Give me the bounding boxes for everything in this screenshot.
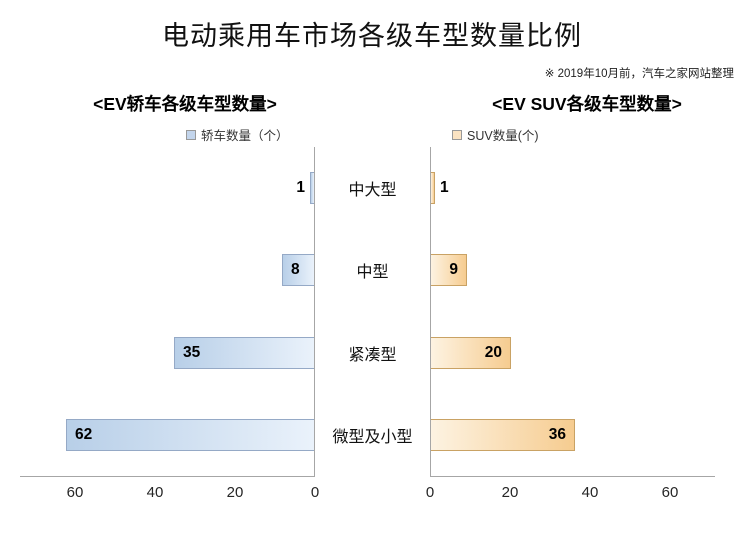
bar-row: 20 — [431, 312, 715, 394]
value-label: 62 — [75, 425, 93, 443]
bar-row: 8 — [20, 229, 314, 311]
axis-center-spacer — [315, 477, 430, 507]
axis-tick-label: 60 — [661, 484, 679, 501]
bar-row: 62 — [20, 394, 314, 476]
value-label: 36 — [548, 425, 566, 443]
value-label: 9 — [449, 261, 458, 279]
bar-row: 1 — [431, 147, 715, 229]
axis-tick-label: 60 — [66, 484, 84, 501]
value-label: 35 — [183, 343, 201, 361]
sedan-bar: 62 — [66, 418, 314, 451]
suv-bar: 9 — [431, 254, 467, 287]
sedan-axis-ticks: 0 20 40 60 — [20, 477, 320, 507]
sedan-legend-label: 轿车数量（个） — [201, 129, 289, 143]
suv-legend-label: SUV数量(个) — [467, 129, 539, 143]
category-column: 中大型中型紧凑型微型及小型 — [315, 147, 430, 477]
bar-row: 1 — [20, 147, 314, 229]
suv-bar: 36 — [431, 418, 575, 451]
suv-bar — [431, 172, 435, 205]
left-chart-subtitle: <EV轿车各级车型数量> — [93, 94, 277, 114]
category-label: 微型及小型 — [332, 428, 413, 446]
sedan-plot: 1 8 35 62 — [20, 147, 315, 477]
suv-legend: SUV数量(个) — [452, 125, 539, 144]
value-label: 20 — [484, 343, 502, 361]
category-label: 中大型 — [348, 182, 397, 200]
legend-row: 轿车数量（个） SUV数量(个) — [0, 125, 744, 143]
value-label: 1 — [440, 179, 449, 197]
axis-tick-label: 20 — [501, 484, 519, 501]
sedan-bar: 35 — [174, 336, 314, 369]
sedan-bar — [310, 172, 314, 205]
sedan-bar: 8 — [282, 254, 314, 287]
plot-area: 1 8 35 62 中大型中型紧凑型微型及小型 1 9 20 36 — [20, 147, 744, 477]
subtitle-row: <EV轿车各级车型数量> <EV SUV各级车型数量> — [0, 91, 744, 116]
value-label: 1 — [296, 179, 305, 197]
bar-row: 36 — [431, 394, 715, 476]
axis-tick-label: 0 — [310, 484, 320, 501]
page-title: 电动乘用车市场各级车型数量比例 — [162, 21, 582, 51]
axis-tick-label: 20 — [226, 484, 244, 501]
suv-bar: 20 — [431, 336, 511, 369]
value-label: 8 — [291, 261, 300, 279]
source-note: ※ 2019年10月前，汽车之家网站整理 — [544, 68, 734, 80]
axis-tick-label: 40 — [581, 484, 599, 501]
axis-ticks-row: 0 20 40 60 0 20 40 60 — [20, 477, 744, 507]
suv-axis-ticks: 0 20 40 60 — [426, 477, 715, 507]
ev-model-count-chart: 电动乘用车市场各级车型数量比例 ※ 2019年10月前，汽车之家网站整理 <EV… — [0, 14, 744, 534]
suv-legend-swatch-icon — [452, 129, 462, 140]
category-label: 中型 — [356, 264, 389, 282]
sedan-legend-swatch-icon — [186, 129, 196, 140]
sedan-legend: 轿车数量（个） — [186, 125, 289, 144]
category-label: 紧凑型 — [348, 346, 397, 364]
axis-tick-label: 0 — [425, 484, 435, 501]
right-chart-subtitle: <EV SUV各级车型数量> — [492, 94, 682, 114]
suv-plot: 1 9 20 36 — [430, 147, 715, 477]
bar-row: 9 — [431, 229, 715, 311]
axis-tick-label: 40 — [146, 484, 164, 501]
bar-row: 35 — [20, 312, 314, 394]
